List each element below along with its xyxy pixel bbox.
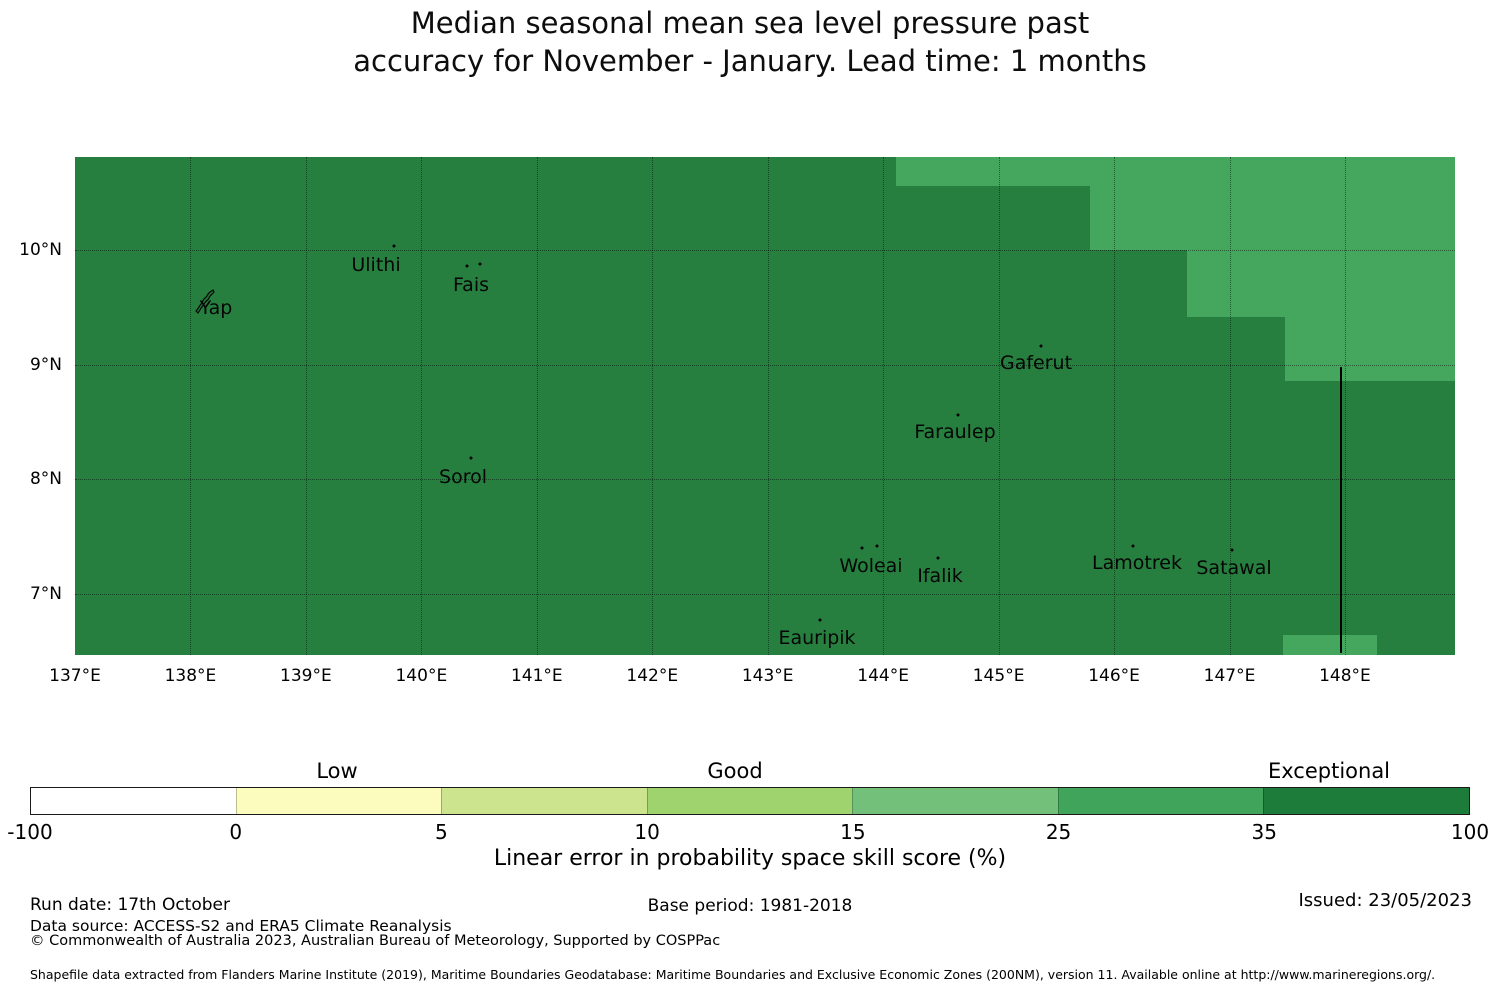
latitude-gridline bbox=[75, 364, 1455, 366]
island-label-lamotrek: Lamotrek bbox=[1092, 552, 1182, 574]
colorbar-tick-label: 15 bbox=[840, 820, 866, 844]
x-tick-label: 137°E bbox=[49, 666, 101, 686]
colorbar-bin bbox=[441, 788, 647, 814]
footer-shapefile-disclaimer: Shapefile data extracted from Flanders M… bbox=[30, 967, 1436, 982]
island-marker-dot bbox=[1039, 344, 1043, 348]
figure-title-line1: Median seasonal mean sea level pressure … bbox=[410, 6, 1090, 40]
footer-run-date: Run date: 17th October bbox=[30, 895, 230, 915]
figure-title: Median seasonal mean sea level pressure … bbox=[0, 4, 1500, 80]
latitude-gridline bbox=[75, 594, 1455, 595]
x-tick-label: 145°E bbox=[972, 666, 1025, 686]
island-marker-dot bbox=[392, 244, 396, 248]
longitude-gridline bbox=[998, 157, 1000, 655]
y-tick-label: 8°N bbox=[29, 469, 62, 490]
longitude-gridline bbox=[883, 157, 885, 655]
y-tick-label: 9°N bbox=[29, 354, 62, 375]
skill-region-25-35 bbox=[1187, 250, 1455, 317]
longitude-gridline bbox=[190, 157, 192, 655]
longitude-gridline bbox=[1229, 157, 1231, 655]
colorbar-bin bbox=[646, 788, 853, 814]
longitude-gridline bbox=[767, 157, 769, 655]
colorbar-axis-label: Linear error in probability space skill … bbox=[493, 846, 1007, 871]
eez-boundary-line bbox=[1340, 367, 1342, 653]
island-label-ifalik: Ifalik bbox=[917, 565, 963, 587]
island-label-ulithi: Ulithi bbox=[351, 254, 401, 276]
colorbar-tick-label: 25 bbox=[1045, 820, 1072, 844]
map-canvas: Yap Ulithi Fais Sorol Gaferut Faraulep Woleai I… bbox=[75, 157, 1455, 655]
island-marker-dot bbox=[469, 456, 473, 460]
longitude-gridline bbox=[536, 157, 538, 655]
x-tick-label: 142°E bbox=[626, 666, 679, 686]
footer-copyright: © Commonwealth of Australia 2023, Austra… bbox=[30, 933, 721, 949]
island-label-eauripik: Eauripik bbox=[778, 627, 856, 649]
island-label-sorol: Sorol bbox=[439, 466, 487, 488]
island-marker-dot bbox=[465, 264, 469, 268]
island-marker-dot bbox=[875, 544, 879, 548]
skill-region-25-35 bbox=[1283, 635, 1377, 655]
island-label-satawal: Satawal bbox=[1196, 557, 1272, 579]
footer-data-source: Data source: ACCESS-S2 and ERA5 Climate … bbox=[30, 917, 452, 935]
y-tick-label: 7°N bbox=[29, 584, 62, 604]
colorbar-bin bbox=[31, 788, 236, 814]
skill-region-25-35 bbox=[1285, 317, 1455, 381]
colorbar-bin bbox=[235, 788, 442, 814]
x-tick-label: 141°E bbox=[510, 666, 563, 686]
x-tick-label: 139°E bbox=[280, 666, 332, 686]
y-tick-label: 10°N bbox=[19, 240, 62, 260]
colorbar-bin bbox=[1057, 788, 1264, 814]
x-tick-label: 143°E bbox=[741, 666, 794, 686]
longitude-gridline bbox=[1114, 157, 1116, 655]
x-tick-label: 140°E bbox=[395, 666, 448, 686]
colorbar-tick-label: 0 bbox=[229, 820, 243, 844]
colorbar-category-exceptional: Exceptional bbox=[1267, 759, 1391, 783]
island-marker-dot bbox=[818, 618, 822, 622]
colorbar-category-good: Good bbox=[707, 759, 763, 783]
colorbar bbox=[30, 787, 1470, 815]
longitude-gridline bbox=[305, 157, 307, 655]
island-marker-dot bbox=[956, 413, 960, 417]
skill-region-25-35 bbox=[896, 157, 1455, 186]
colorbar-tick-label: 10 bbox=[634, 820, 660, 844]
latitude-gridline bbox=[75, 479, 1455, 481]
island-label-woleai: Woleai bbox=[839, 555, 903, 577]
island-marker-dot bbox=[936, 556, 940, 560]
colorbar-category-low: Low bbox=[316, 759, 358, 783]
longitude-gridline bbox=[421, 157, 423, 655]
colorbar-tick-label: 35 bbox=[1251, 820, 1278, 844]
footer-issued-date: Issued: 23/05/2023 bbox=[1298, 890, 1472, 911]
island-label-faraulep: Faraulep bbox=[914, 421, 996, 443]
island-marker-dot bbox=[478, 262, 482, 266]
island-label-yap: Yap bbox=[199, 297, 233, 319]
x-tick-label: 138°E bbox=[164, 666, 217, 686]
latitude-gridline bbox=[75, 250, 1455, 251]
island-marker-dot bbox=[860, 546, 864, 550]
figure-title-line2: accuracy for November - January. Lead ti… bbox=[353, 44, 1147, 78]
longitude-gridline bbox=[1344, 157, 1346, 655]
island-marker-dot bbox=[1131, 544, 1135, 548]
x-tick-label: 146°E bbox=[1088, 666, 1140, 686]
island-marker-dot bbox=[1230, 548, 1234, 552]
skill-region-25-35 bbox=[1090, 186, 1455, 250]
colorbar-tick-label: 5 bbox=[435, 820, 448, 844]
longitude-gridline bbox=[652, 157, 654, 655]
yap-island-outline-icon bbox=[195, 289, 215, 314]
colorbar-bin bbox=[1263, 788, 1470, 814]
colorbar-bin bbox=[852, 788, 1058, 814]
x-tick-label: 148°E bbox=[1319, 666, 1371, 686]
x-tick-label: 147°E bbox=[1203, 666, 1256, 686]
footer-base-period: Base period: 1981-2018 bbox=[647, 896, 853, 916]
island-label-fais: Fais bbox=[452, 274, 490, 296]
island-label-gaferut: Gaferut bbox=[999, 352, 1073, 374]
colorbar-tick-label: 100 bbox=[1450, 820, 1490, 844]
x-tick-label: 144°E bbox=[857, 666, 909, 686]
colorbar-tick-label: -100 bbox=[7, 820, 53, 844]
